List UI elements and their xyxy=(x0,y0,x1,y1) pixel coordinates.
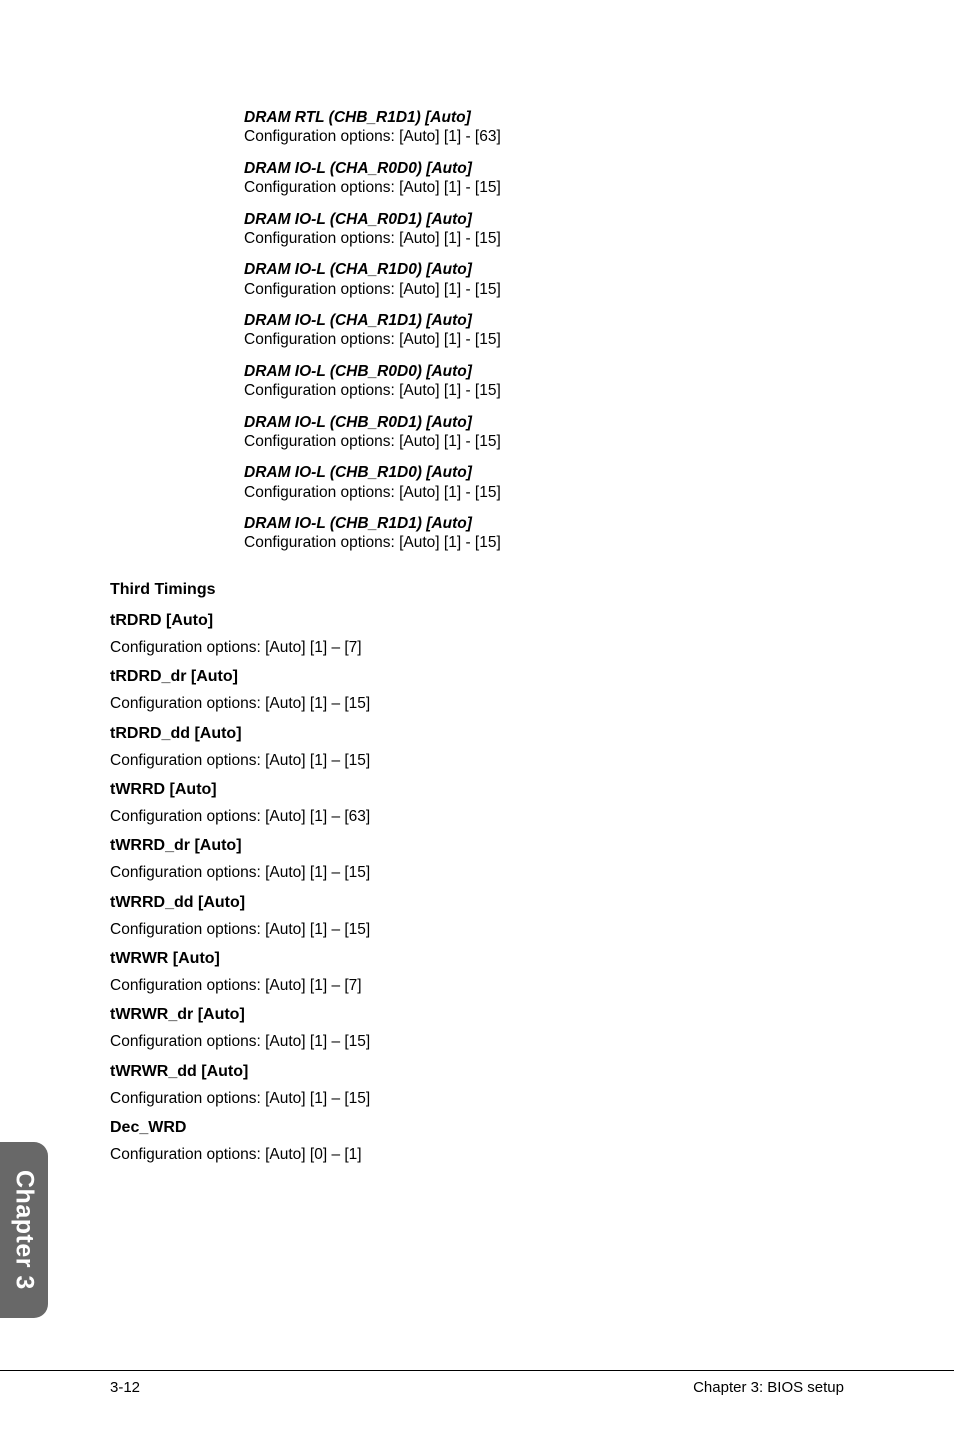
timing-item-title: tRDRD [Auto] xyxy=(110,611,844,631)
dram-option-item: DRAM RTL (CHB_R1D1) [Auto]Configuration … xyxy=(244,108,844,147)
dram-option-desc: Configuration options: [Auto] [1] - [15] xyxy=(244,330,844,349)
dram-option-item: DRAM IO-L (CHB_R1D0) [Auto]Configuration… xyxy=(244,463,844,502)
dram-option-item: DRAM IO-L (CHA_R1D1) [Auto]Configuration… xyxy=(244,311,844,350)
timing-item-desc: Configuration options: [Auto] [1] – [15] xyxy=(110,1089,844,1108)
timing-item: tRDRD_dr [Auto] Configuration options: [A… xyxy=(110,667,844,713)
timing-item-desc: Configuration options: [Auto] [1] – [15] xyxy=(110,751,844,770)
dram-option-item: DRAM IO-L (CHA_R0D0) [Auto]Configuration… xyxy=(244,159,844,198)
dram-option-title: DRAM IO-L (CHA_R1D1) [Auto] xyxy=(244,311,844,330)
dram-option-item: DRAM IO-L (CHB_R0D0) [Auto]Configuration… xyxy=(244,362,844,401)
timing-item: tWRRD_dd [Auto] Configuration options: [A… xyxy=(110,893,844,939)
timing-item-title: tWRWR [Auto] xyxy=(110,949,844,969)
dram-option-title: DRAM RTL (CHB_R1D1) [Auto] xyxy=(244,108,844,127)
dram-option-item: DRAM IO-L (CHA_R0D1) [Auto]Configuration… xyxy=(244,210,844,249)
timing-item-desc: Configuration options: [Auto] [1] – [15] xyxy=(110,863,844,882)
timing-item: tWRWR_dr [Auto] Configuration options: [A… xyxy=(110,1005,844,1051)
dram-option-item: DRAM IO-L (CHB_R0D1) [Auto]Configuration… xyxy=(244,413,844,452)
chapter-side-tab-label: Chapter 3 xyxy=(10,1170,39,1290)
timing-item: tWRWR_dd [Auto] Configuration options: [A… xyxy=(110,1062,844,1108)
timing-item: tWRRD [Auto] Configuration options: [Auto… xyxy=(110,780,844,826)
timing-item-title: tRDRD_dr [Auto] xyxy=(110,667,844,687)
dram-options-block: DRAM RTL (CHB_R1D1) [Auto]Configuration … xyxy=(244,108,844,553)
dram-option-title: DRAM IO-L (CHA_R1D0) [Auto] xyxy=(244,260,844,279)
timing-item-title: tWRRD_dr [Auto] xyxy=(110,836,844,856)
timing-item-title: tRDRD_dd [Auto] xyxy=(110,724,844,744)
timing-item: Dec_WRD Configuration options: [Auto] [0]… xyxy=(110,1118,844,1164)
dram-option-title: DRAM IO-L (CHB_R1D0) [Auto] xyxy=(244,463,844,482)
timing-item-title: tWRWR_dd [Auto] xyxy=(110,1062,844,1082)
dram-option-desc: Configuration options: [Auto] [1] - [15] xyxy=(244,381,844,400)
timing-item-title: tWRWR_dr [Auto] xyxy=(110,1005,844,1025)
third-timings-heading: Third Timings xyxy=(110,581,844,599)
chapter-side-tab: Chapter 3 xyxy=(0,1142,48,1318)
timing-item-title: tWRRD_dd [Auto] xyxy=(110,893,844,913)
timing-item-title: tWRRD [Auto] xyxy=(110,780,844,800)
timing-item-desc: Configuration options: [Auto] [1] – [15] xyxy=(110,920,844,939)
timing-item: tRDRD [Auto] Configuration options: [Auto… xyxy=(110,611,844,657)
footer-page-number: 3-12 xyxy=(110,1379,140,1396)
dram-option-title: DRAM IO-L (CHB_R0D1) [Auto] xyxy=(244,413,844,432)
timing-item-desc: Configuration options: [Auto] [1] – [15] xyxy=(110,1032,844,1051)
dram-option-desc: Configuration options: [Auto] [1] - [15] xyxy=(244,229,844,248)
timing-item-desc: Configuration options: [Auto] [1] – [7] xyxy=(110,976,844,995)
page-content: DRAM RTL (CHB_R1D1) [Auto]Configuration … xyxy=(0,0,954,1438)
timing-item-title: Dec_WRD xyxy=(110,1118,844,1138)
page-footer: 3-12 Chapter 3: BIOS setup xyxy=(0,1370,954,1396)
dram-option-desc: Configuration options: [Auto] [1] - [15] xyxy=(244,280,844,299)
timing-item-desc: Configuration options: [Auto] [1] – [7] xyxy=(110,638,844,657)
dram-option-title: DRAM IO-L (CHB_R1D1) [Auto] xyxy=(244,514,844,533)
timing-item: tWRRD_dr [Auto] Configuration options: [A… xyxy=(110,836,844,882)
timing-item: tRDRD_dd [Auto] Configuration options: [A… xyxy=(110,724,844,770)
timing-item: tWRWR [Auto] Configuration options: [Auto… xyxy=(110,949,844,995)
timing-item-desc: Configuration options: [Auto] [0] – [1] xyxy=(110,1145,844,1164)
dram-option-title: DRAM IO-L (CHA_R0D1) [Auto] xyxy=(244,210,844,229)
timing-item-desc: Configuration options: [Auto] [1] – [63] xyxy=(110,807,844,826)
dram-option-desc: Configuration options: [Auto] [1] - [15] xyxy=(244,432,844,451)
dram-option-title: DRAM IO-L (CHA_R0D0) [Auto] xyxy=(244,159,844,178)
dram-option-item: DRAM IO-L (CHA_R1D0) [Auto]Configuration… xyxy=(244,260,844,299)
dram-option-title: DRAM IO-L (CHB_R0D0) [Auto] xyxy=(244,362,844,381)
dram-option-item: DRAM IO-L (CHB_R1D1) [Auto]Configuration… xyxy=(244,514,844,553)
footer-chapter-title: Chapter 3: BIOS setup xyxy=(693,1379,844,1396)
dram-option-desc: Configuration options: [Auto] [1] - [15] xyxy=(244,533,844,552)
third-timings-block: tRDRD [Auto] Configuration options: [Auto… xyxy=(110,611,844,1165)
timing-item-desc: Configuration options: [Auto] [1] – [15] xyxy=(110,694,844,713)
dram-option-desc: Configuration options: [Auto] [1] - [15] xyxy=(244,178,844,197)
dram-option-desc: Configuration options: [Auto] [1] - [15] xyxy=(244,483,844,502)
dram-option-desc: Configuration options: [Auto] [1] - [63] xyxy=(244,127,844,146)
